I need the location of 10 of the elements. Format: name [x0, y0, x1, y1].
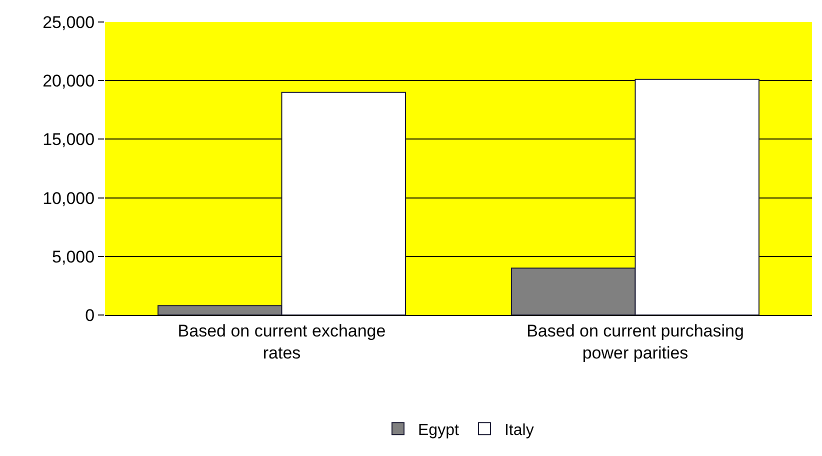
x-tick-label: Based on current exchange rates: [178, 321, 386, 362]
y-tick-label: 15,000: [42, 130, 95, 150]
legend-label: Italy: [504, 422, 534, 439]
y-tick-label: 25,000: [42, 12, 95, 32]
y-tick-label: 20,000: [42, 72, 95, 91]
legend-label: Egypt: [418, 422, 460, 439]
y-tick-label: 5,000: [52, 247, 95, 266]
y-tick-label: 0: [85, 306, 95, 325]
y-tick-label: 10,000: [42, 188, 95, 208]
x-tick-label: Based on current purchasing power parities: [526, 321, 744, 362]
